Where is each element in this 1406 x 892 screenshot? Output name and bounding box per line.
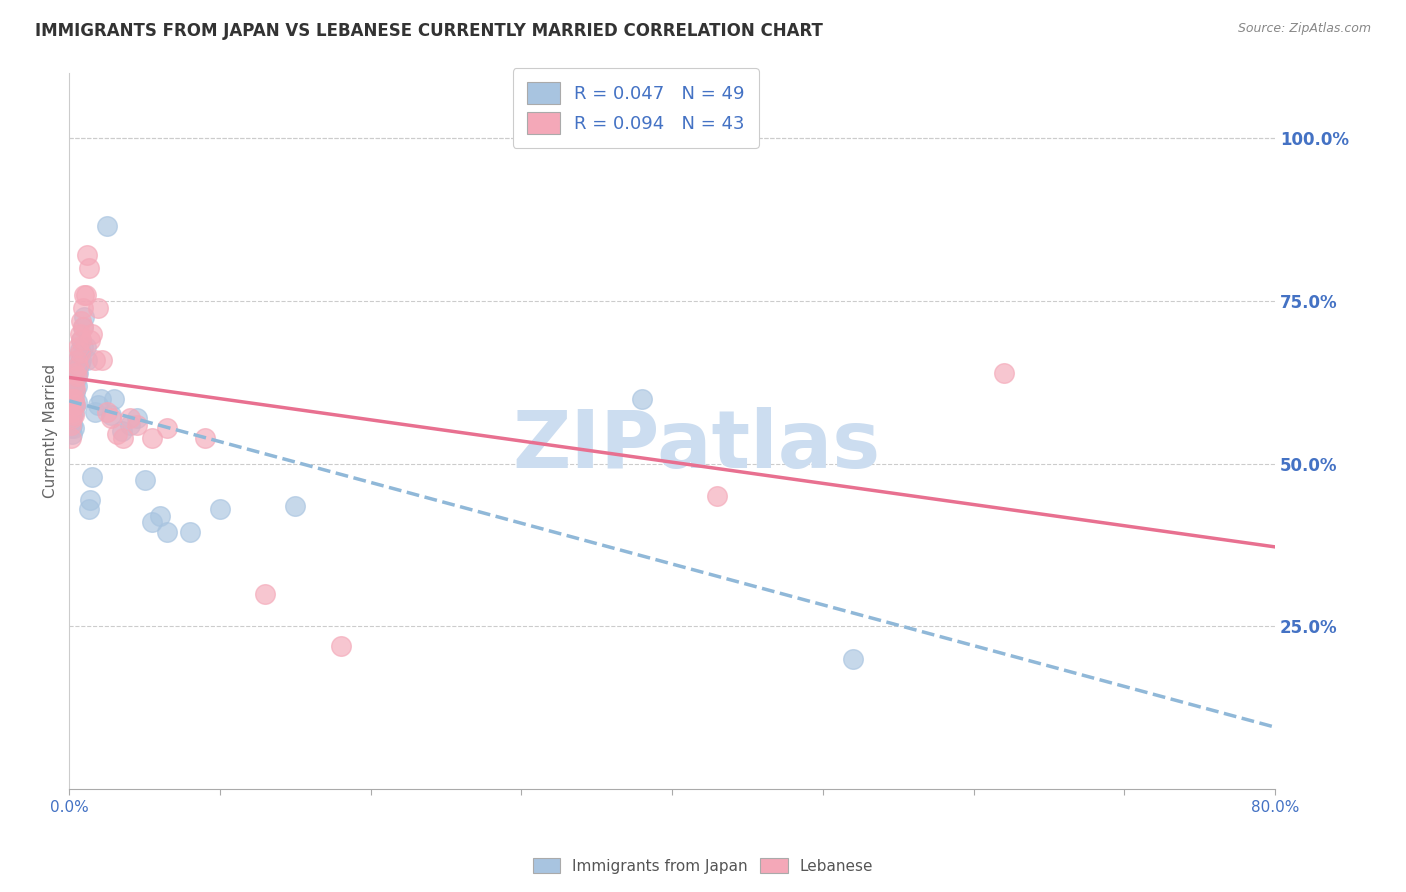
Point: [80, 469, 103, 483]
Point: [69, 326, 91, 341]
Point: [67, 359, 90, 373]
Point: [100, 408, 122, 422]
Point: [87, 301, 110, 315]
Point: [842, 652, 865, 666]
Point: [254, 587, 277, 601]
Point: [62, 392, 84, 406]
Point: [65, 366, 87, 380]
Point: [75, 340, 97, 354]
Point: [83, 405, 105, 419]
Point: [77, 261, 100, 276]
Point: [103, 392, 125, 406]
Point: [77, 502, 100, 516]
Point: [75, 287, 97, 301]
Point: [79, 492, 101, 507]
Point: [60, 392, 83, 406]
Point: [72, 320, 94, 334]
Point: [96, 405, 118, 419]
Point: [156, 524, 179, 539]
Point: [59, 421, 82, 435]
Point: [706, 489, 728, 503]
Point: [993, 366, 1015, 380]
Point: [66, 395, 89, 409]
Point: [91, 352, 114, 367]
Point: [76, 248, 98, 262]
Point: [66, 366, 89, 380]
Point: [69, 343, 91, 357]
Point: [65, 385, 87, 400]
Point: [149, 508, 172, 523]
Point: [70, 352, 93, 367]
Point: [73, 287, 96, 301]
Point: [62, 378, 84, 392]
Point: [90, 392, 112, 406]
Point: [60, 417, 83, 432]
Point: [59, 431, 82, 445]
Point: [156, 421, 179, 435]
Point: [70, 333, 93, 347]
Point: [60, 411, 83, 425]
Point: [72, 301, 94, 315]
Point: [62, 405, 84, 419]
Point: [62, 421, 84, 435]
Point: [73, 310, 96, 325]
Point: [69, 356, 91, 370]
Point: [66, 352, 89, 367]
Point: [65, 398, 87, 412]
Text: ZIPatlas: ZIPatlas: [512, 407, 880, 484]
Point: [62, 395, 84, 409]
Text: Source: ZipAtlas.com: Source: ZipAtlas.com: [1237, 22, 1371, 36]
Point: [208, 502, 231, 516]
Point: [96, 219, 118, 234]
Point: [59, 405, 82, 419]
Point: [66, 368, 89, 383]
Point: [67, 352, 90, 367]
Point: [59, 414, 82, 428]
Point: [329, 639, 352, 653]
Point: [87, 398, 110, 412]
Point: [125, 411, 148, 425]
Point: [284, 499, 307, 513]
Point: [65, 382, 87, 396]
Point: [118, 411, 141, 425]
Legend: R = 0.047   N = 49, R = 0.094   N = 43: R = 0.047 N = 49, R = 0.094 N = 43: [513, 68, 759, 148]
Point: [65, 376, 87, 390]
Legend: Immigrants from Japan, Lebanese: Immigrants from Japan, Lebanese: [526, 852, 880, 880]
Point: [141, 431, 163, 445]
Point: [179, 524, 201, 539]
Point: [134, 473, 156, 487]
Point: [62, 408, 84, 422]
Point: [62, 385, 84, 400]
Point: [66, 378, 89, 392]
Point: [79, 333, 101, 347]
Point: [194, 431, 217, 445]
Y-axis label: Currently Married: Currently Married: [44, 364, 58, 499]
Point: [60, 408, 83, 422]
Point: [67, 340, 90, 354]
Point: [111, 424, 134, 438]
Point: [60, 392, 83, 406]
Point: [80, 326, 103, 341]
Point: [76, 352, 98, 367]
Point: [107, 427, 129, 442]
Point: [67, 366, 90, 380]
Point: [141, 516, 163, 530]
Point: [72, 320, 94, 334]
Point: [59, 405, 82, 419]
Point: [72, 340, 94, 354]
Point: [65, 398, 87, 412]
Point: [70, 333, 93, 347]
Point: [631, 392, 654, 406]
Point: [125, 417, 148, 432]
Point: [118, 417, 141, 432]
Point: [70, 313, 93, 327]
Point: [69, 346, 91, 360]
Point: [100, 411, 122, 425]
Point: [60, 427, 83, 442]
Point: [112, 431, 135, 445]
Point: [59, 417, 82, 432]
Point: [83, 352, 105, 367]
Text: IMMIGRANTS FROM JAPAN VS LEBANESE CURRENTLY MARRIED CORRELATION CHART: IMMIGRANTS FROM JAPAN VS LEBANESE CURREN…: [35, 22, 823, 40]
